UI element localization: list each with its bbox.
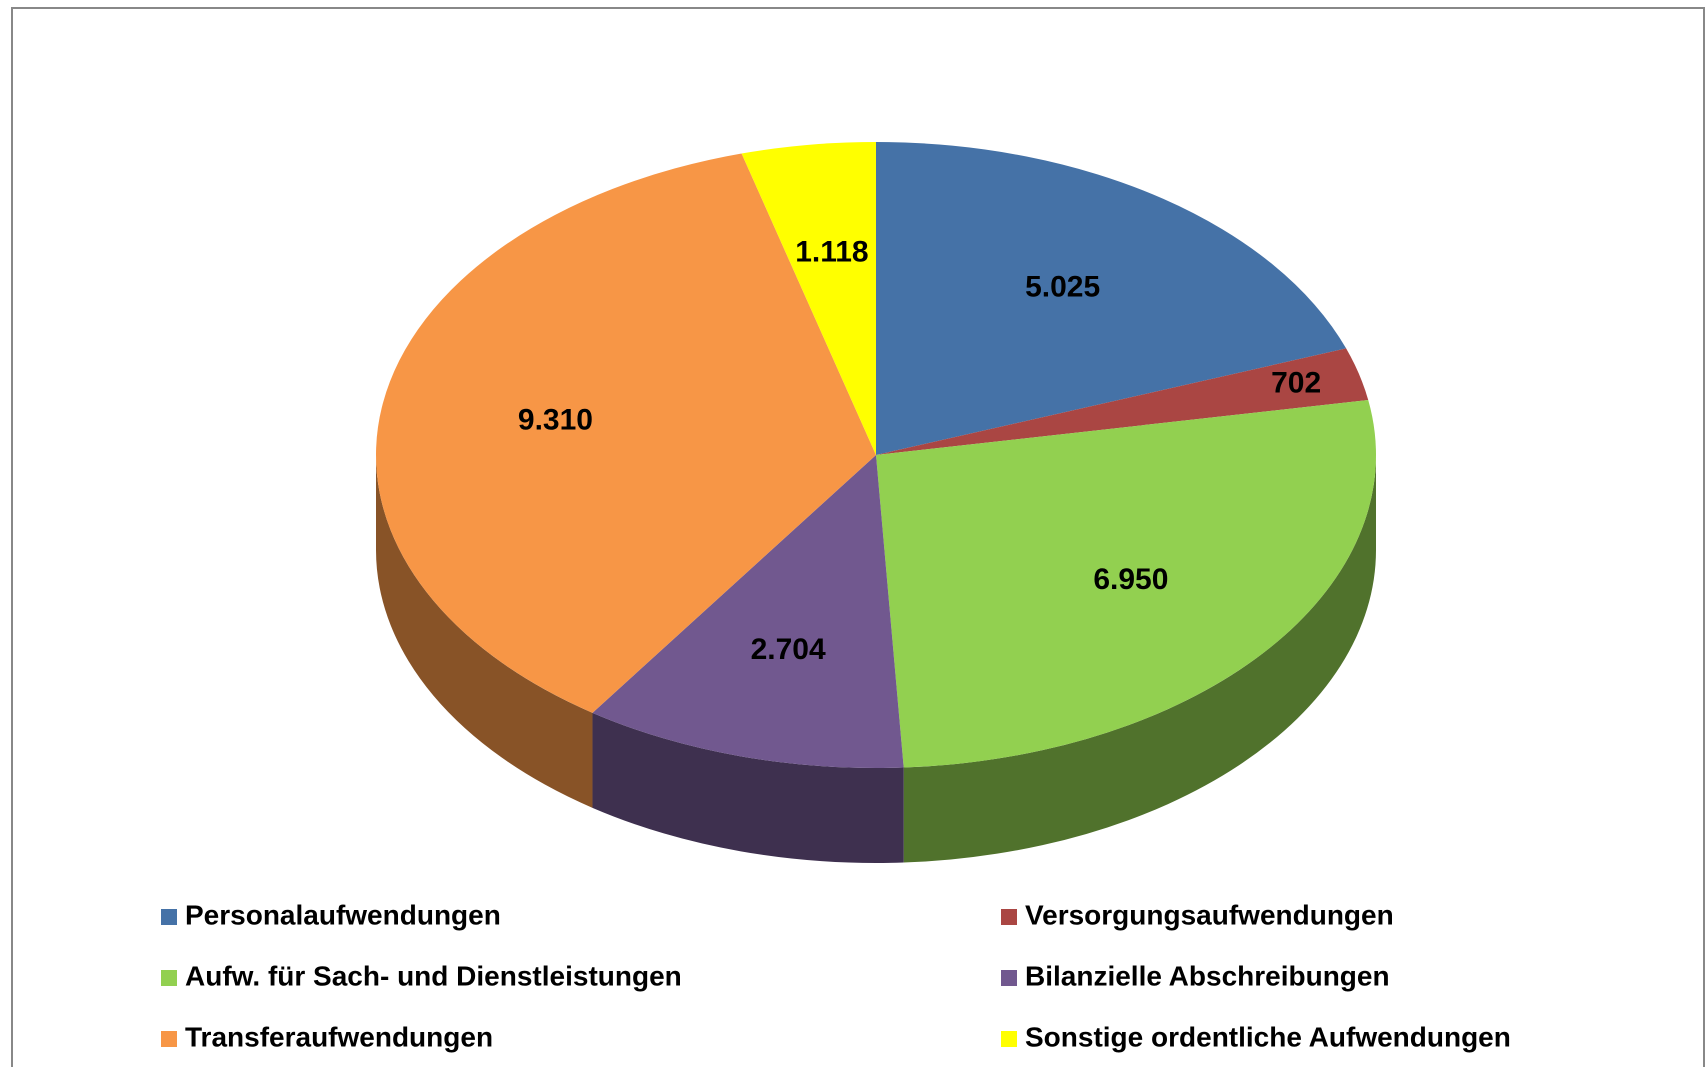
legend-label: Bilanzielle Abschreibungen bbox=[1025, 960, 1390, 991]
data-label: 5.025 bbox=[1025, 270, 1100, 303]
pie-side bbox=[592, 712, 904, 863]
data-label: 6.950 bbox=[1093, 563, 1168, 596]
data-label: 2.704 bbox=[751, 633, 826, 666]
legend-label: Personalaufwendungen bbox=[185, 899, 501, 930]
pie-sides bbox=[376, 455, 1376, 863]
legend-swatch bbox=[161, 909, 177, 925]
legend-label: Versorgungsaufwendungen bbox=[1025, 899, 1394, 930]
pie-slice bbox=[376, 153, 876, 713]
pie-slice bbox=[876, 348, 1369, 455]
pie-tops bbox=[376, 142, 1376, 768]
pie-slice bbox=[741, 142, 876, 455]
data-label: 702 bbox=[1271, 366, 1321, 399]
pie-slice bbox=[876, 142, 1347, 455]
pie-side bbox=[903, 455, 1376, 863]
pie-slice bbox=[592, 455, 904, 768]
legend-swatch bbox=[1001, 1031, 1017, 1047]
data-label: 1.118 bbox=[795, 235, 868, 268]
legend-label: Aufw. für Sach- und Dienstleistungen bbox=[185, 960, 682, 991]
legend: Personalaufwendungen Versorgungsaufwendun… bbox=[161, 899, 1511, 1052]
legend-label: Sonstige ordentliche Aufwendungen bbox=[1025, 1021, 1511, 1052]
legend-swatch bbox=[161, 1031, 177, 1047]
pie-side bbox=[376, 455, 593, 808]
pie-slice bbox=[876, 400, 1376, 768]
data-label: 9.310 bbox=[518, 403, 593, 436]
legend-swatch bbox=[1001, 909, 1017, 925]
data-labels: 5.025 702 6.950 2.704 9.310 1.118 bbox=[518, 235, 1321, 665]
legend-swatch bbox=[161, 970, 177, 986]
legend-swatch bbox=[1001, 970, 1017, 986]
legend-label: Transferaufwendungen bbox=[185, 1021, 493, 1052]
